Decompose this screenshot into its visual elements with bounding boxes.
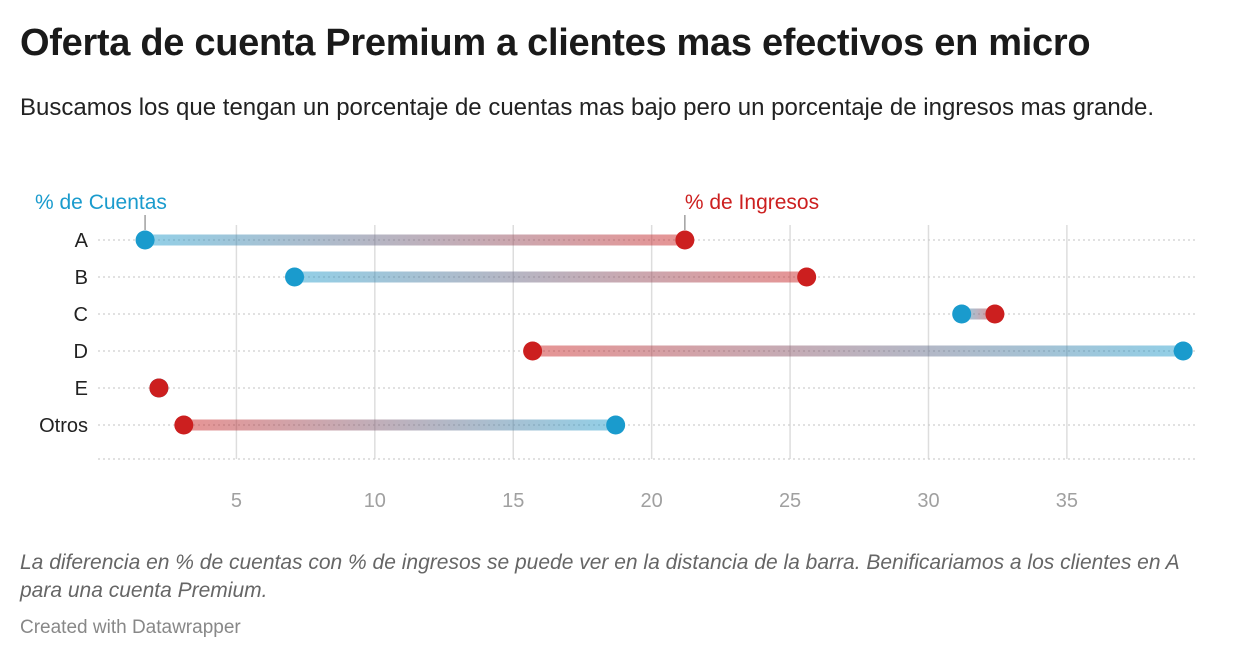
- x-tick-label: 35: [1056, 490, 1078, 512]
- range-bars: [145, 234, 1184, 431]
- category-label: B: [75, 267, 88, 289]
- dot-ingresos: [985, 304, 1005, 324]
- x-tick-label: 25: [779, 490, 801, 512]
- category-label: Otros: [39, 415, 88, 437]
- dot-cuentas: [606, 415, 626, 435]
- category-label: D: [74, 341, 88, 363]
- chart-subtitle: Buscamos los que tengan un porcentaje de…: [20, 94, 1155, 121]
- chart-notes: La diferencia en % de cuentas con % de i…: [20, 551, 1179, 602]
- x-tick-label: 10: [364, 490, 386, 512]
- chart-credit: Created with Datawrapper: [20, 617, 241, 638]
- x-tick-label: 15: [502, 490, 524, 512]
- category-label: C: [74, 304, 88, 326]
- category-label: E: [75, 378, 88, 400]
- dot-ingresos: [149, 378, 169, 398]
- chart-title: Oferta de cuenta Premium a clientes mas …: [20, 22, 1091, 64]
- category-label: A: [75, 230, 89, 252]
- x-tick-label: 30: [917, 490, 939, 512]
- dot-ingresos: [523, 341, 543, 361]
- data-points: [135, 230, 1193, 435]
- x-tick-label: 5: [231, 490, 242, 512]
- dot-ingresos: [675, 230, 695, 250]
- dot-ingresos: [174, 415, 194, 435]
- series-label-ingresos: % de Ingresos: [685, 191, 819, 214]
- series-label-cuentas: % de Cuentas: [35, 191, 167, 214]
- dot-cuentas: [285, 267, 305, 287]
- dot-cuentas: [1173, 341, 1193, 361]
- dot-cuentas: [135, 230, 155, 250]
- dot-ingresos: [797, 267, 817, 287]
- dot-cuentas: [952, 304, 972, 324]
- x-tick-label: 20: [641, 490, 663, 512]
